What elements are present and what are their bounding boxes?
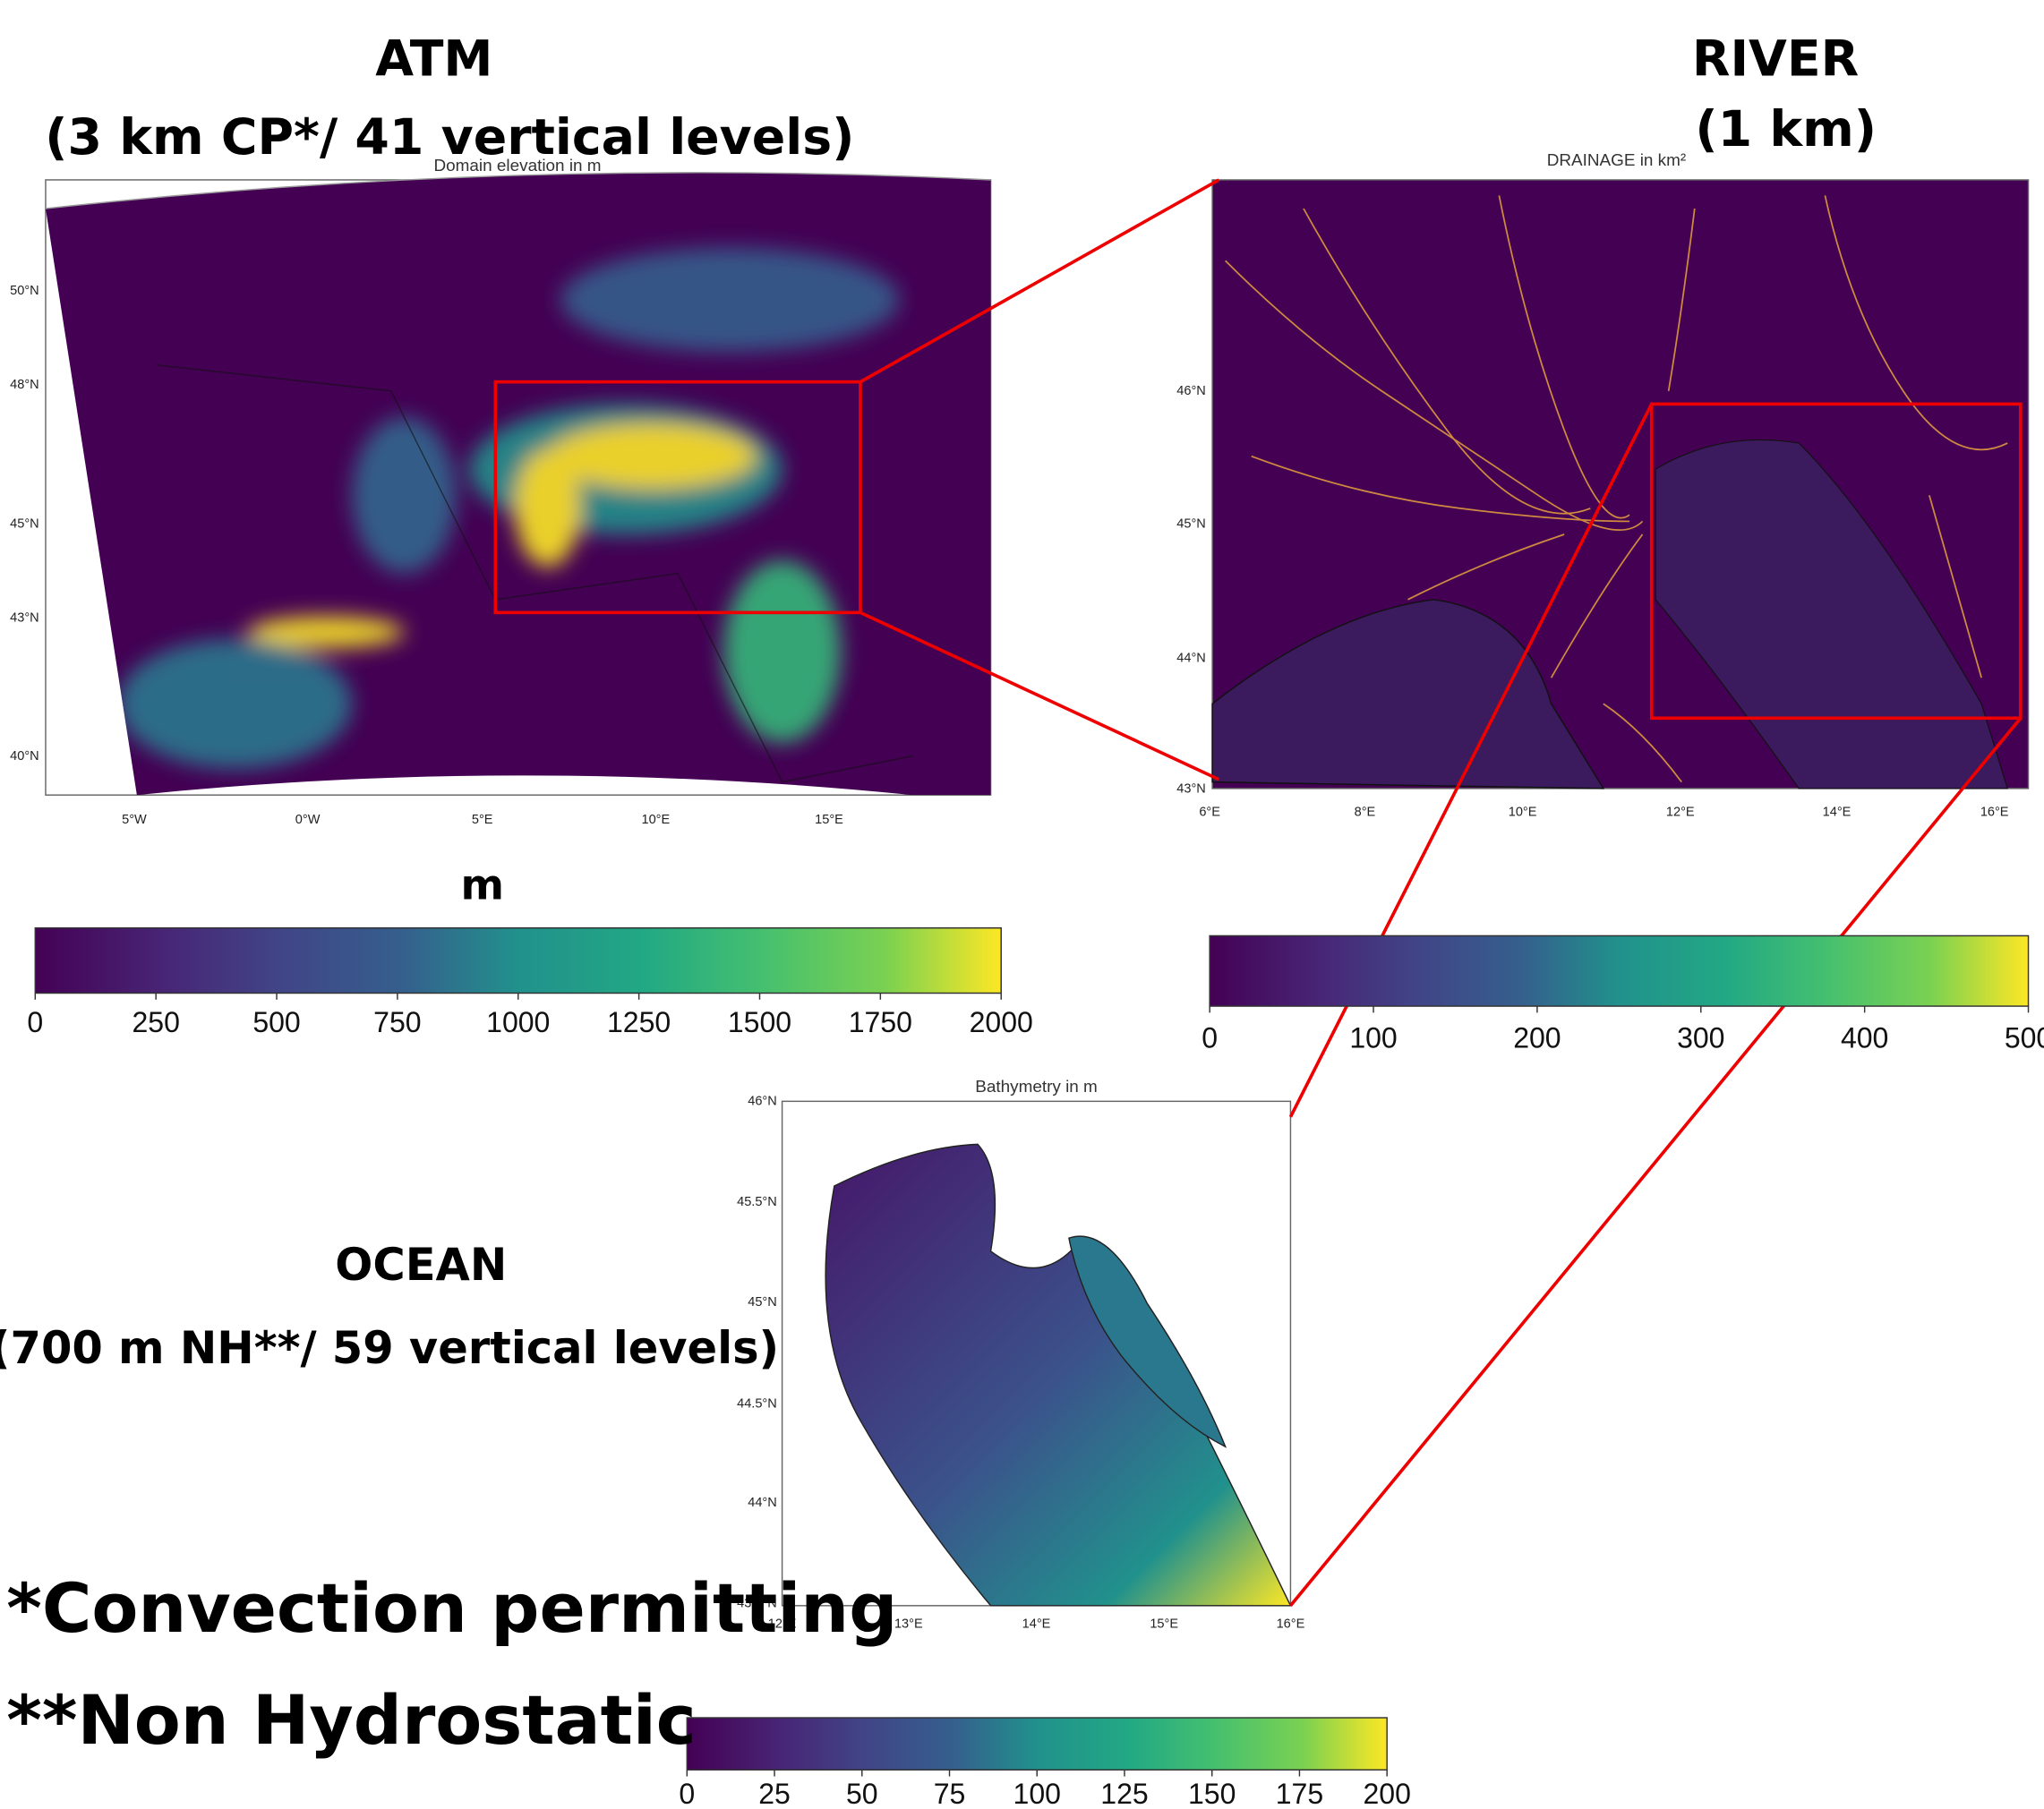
lat-labels: 50°N 48°N 45°N 43°N 40°N: [10, 284, 39, 764]
panel-title: OCEAN: [335, 1239, 507, 1291]
colorbar-tick-label: 0: [1202, 1022, 1218, 1054]
panel-subtitle: (700 m NH**/ 59 vertical levels): [0, 1322, 779, 1374]
page: { "atm": { "title": ["ATM", "(3 km CP*/ …: [0, 0, 2044, 1809]
panel-title: ATM: [375, 30, 492, 88]
panel-title: RIVER: [1692, 30, 1859, 88]
lon-label: 16°E: [1980, 805, 2009, 819]
colorbar: 0 100 200 300 400 500: [1202, 935, 2044, 1054]
lon-label: 6°E: [1199, 805, 1220, 819]
lon-label: 10°E: [642, 813, 671, 827]
bathymetry-map: [783, 1101, 1291, 1605]
figure: ATM (3 km CP*/ 41 vertical levels) Domai…: [0, 0, 2044, 1809]
lon-labels: 5°W 0°W 5°E 10°E 15°E: [122, 813, 843, 827]
map-title: DRAINAGE in km²: [1547, 151, 1686, 170]
lon-label: 5°W: [122, 813, 147, 827]
colorbar-tick-label: 2000: [970, 1006, 1033, 1038]
lat-labels: 46°N 45°N 44°N 43°N: [1176, 384, 1206, 796]
colorbar-tick-label: 1250: [607, 1006, 671, 1038]
lat-label: 43°N: [1176, 781, 1206, 796]
colorbar-tick-label: 0: [679, 1778, 695, 1809]
colorbar-tick-label: 175: [1276, 1778, 1323, 1809]
colorbar-tick-label: 1500: [728, 1006, 791, 1038]
colorbar-tick-label: 150: [1188, 1778, 1236, 1809]
lat-label: 48°N: [10, 378, 39, 392]
lon-label: 0°W: [295, 813, 321, 827]
lon-label: 15°E: [1150, 1617, 1178, 1632]
panel-subtitle: (1 km): [1695, 101, 1877, 158]
lat-label: 43°N: [10, 611, 39, 626]
lon-label: 15°E: [815, 813, 843, 827]
lon-label: 13°E: [894, 1617, 923, 1632]
colorbar-tick-label: 1000: [486, 1006, 550, 1038]
lon-label: 12°E: [1666, 805, 1695, 819]
lat-label: 46°N: [748, 1095, 777, 1109]
colorbar-tick-label: 0: [27, 1006, 43, 1038]
lat-label: 45°N: [1176, 517, 1206, 532]
lon-label: 8°E: [1355, 805, 1376, 819]
lat-label: 45°N: [10, 517, 39, 532]
lat-label: 46°N: [1176, 384, 1206, 398]
colorbar-tick-label: 300: [1677, 1022, 1724, 1054]
colorbar-tick-label: 100: [1349, 1022, 1397, 1054]
colorbar-tick-label: 125: [1100, 1778, 1148, 1809]
colorbar-tick-label: 400: [1841, 1022, 1888, 1054]
footnote: *Convection permitting: [6, 1569, 897, 1648]
colorbar-tick-label: 500: [252, 1006, 300, 1038]
lat-label: 45.5°N: [737, 1195, 777, 1209]
map-title: Bathymetry in m: [975, 1078, 1098, 1096]
lat-label: 44°N: [1176, 652, 1206, 666]
colorbar-tick-label: 200: [1513, 1022, 1561, 1054]
colorbar-tick-label: 25: [758, 1778, 791, 1809]
lon-label: 14°E: [1022, 1617, 1051, 1632]
colorbar-gradient: [1210, 935, 2028, 1006]
lon-label: 14°E: [1823, 805, 1852, 819]
colorbar-gradient: [35, 928, 1001, 994]
colorbar-tick-label: 75: [934, 1778, 966, 1809]
colorbar: 0 25 50 75 100 125 150 175 200: [679, 1718, 1410, 1809]
colorbar-tick-label: 250: [132, 1006, 179, 1038]
colorbar-tick-label: 1750: [849, 1006, 912, 1038]
elevation-map: [46, 157, 991, 795]
map-title: Domain elevation in m: [433, 157, 601, 175]
colorbar-label: m: [460, 861, 504, 909]
lon-label: 5°E: [472, 813, 493, 827]
lat-label: 45°N: [748, 1295, 777, 1310]
colorbar-tick-label: 500: [2005, 1022, 2044, 1054]
drainage-map: [1212, 180, 2028, 789]
colorbar: 0 250 500 750 1000 1250 1500 1750 2000: [27, 928, 1032, 1038]
lat-label: 44.5°N: [737, 1397, 777, 1412]
lat-label: 44°N: [748, 1496, 777, 1510]
lat-label: 40°N: [10, 749, 39, 764]
colorbar-tick-label: 750: [373, 1006, 421, 1038]
colorbar-tick-label: 100: [1013, 1778, 1061, 1809]
lon-label: 16°E: [1277, 1617, 1305, 1632]
lon-label: 10°E: [1509, 805, 1537, 819]
colorbar-gradient: [687, 1718, 1387, 1770]
colorbar-tick-label: 200: [1363, 1778, 1410, 1809]
lon-labels: 6°E 8°E 10°E 12°E 14°E 16°E: [1199, 805, 2008, 819]
footnote: **Non Hydrostatic: [6, 1681, 696, 1760]
lat-label: 50°N: [10, 284, 39, 298]
colorbar-tick-label: 50: [846, 1778, 878, 1809]
